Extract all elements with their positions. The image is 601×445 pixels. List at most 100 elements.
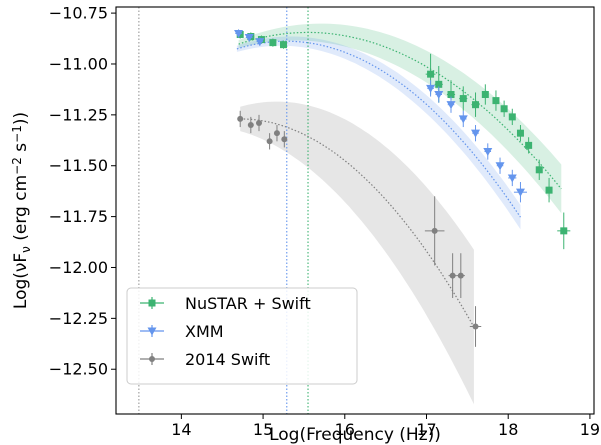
data-point-0-10 (481, 84, 489, 105)
data-point-1-10 (507, 169, 517, 187)
marker (560, 227, 568, 235)
y-axis-label-part: ν (19, 246, 33, 253)
legend-item-2: 2014 Swift (140, 350, 270, 369)
data-point-0-13 (508, 108, 516, 126)
data-point-0-17 (545, 177, 553, 203)
data-point-1-5 (446, 96, 456, 113)
data-point-0-16 (535, 159, 543, 180)
data-point-1-2 (255, 37, 265, 47)
data-point-0-15 (525, 137, 533, 154)
data-point-0-9 (471, 92, 480, 117)
y-tick-label: −12.50 (49, 360, 108, 379)
y-axis-label-part: Log( (11, 272, 31, 309)
x-tick-label: 19 (580, 420, 600, 439)
marker (434, 91, 444, 100)
legend-item-0: NuSTAR + Swift (140, 294, 311, 313)
marker (515, 188, 525, 197)
marker (458, 115, 468, 124)
data-point-2-6 (424, 196, 445, 266)
x-axis-label: Log(Frequency (Hz)) (269, 425, 441, 445)
legend-marker (149, 356, 155, 362)
legend-label: NuSTAR + Swift (185, 294, 311, 313)
model-band-1 (236, 36, 521, 230)
marker (457, 272, 464, 279)
marker (244, 34, 254, 43)
marker (516, 129, 524, 137)
marker (426, 84, 436, 93)
y-tick-label: −11.25 (49, 105, 108, 124)
data-point-1-0 (234, 29, 244, 38)
marker (449, 272, 456, 279)
marker (273, 130, 280, 137)
data-point-2-8 (456, 253, 465, 299)
legend-marker (148, 299, 156, 307)
data-point-1-1 (244, 33, 254, 43)
data-point-2-7 (448, 253, 457, 299)
x-tick-label: 16 (335, 420, 355, 439)
marker (255, 119, 262, 126)
data-point-1-4 (434, 86, 444, 103)
data-point-1-8 (483, 143, 493, 160)
y-tick-label: −11.50 (49, 156, 108, 175)
data-points (234, 29, 571, 347)
x-tick-label: 18 (498, 420, 518, 439)
y-tick-label: −11.00 (49, 54, 108, 73)
marker (507, 174, 517, 183)
data-point-0-4 (280, 40, 288, 49)
y-axis-label-part: −2 (10, 157, 24, 175)
x-axis-ticks: 14 15 16 17 18 19 (171, 414, 600, 439)
marker (471, 129, 481, 138)
data-point-0-14 (516, 125, 524, 142)
legend-box (126, 287, 358, 385)
marker (447, 91, 455, 99)
data-point-2-9 (469, 306, 482, 347)
marker (481, 91, 489, 99)
data-point-2-5 (281, 131, 288, 148)
data-point-2-3 (266, 133, 273, 150)
data-point-1-7 (471, 125, 481, 142)
marker (535, 166, 543, 174)
marker (427, 70, 435, 78)
x-tick-label: 17 (416, 420, 436, 439)
legend-label: 2014 Swift (185, 350, 270, 369)
y-axis-label-part: −1 (10, 125, 24, 143)
y-axis-label-part: )) (11, 112, 31, 125)
marker (495, 162, 505, 171)
marker (266, 138, 273, 145)
marker (280, 41, 288, 49)
data-point-1-6 (458, 110, 468, 128)
marker (446, 101, 456, 110)
vertical-reference-lines (138, 7, 309, 414)
y-tick-label: −12.25 (49, 309, 108, 328)
marker (525, 141, 533, 149)
legend: NuSTAR + Swift XMM 2014 Swift (126, 287, 358, 385)
marker (459, 95, 467, 103)
marker (237, 115, 244, 122)
data-point-2-1 (247, 116, 254, 134)
marker (545, 186, 553, 194)
x-tick-label: 15 (253, 420, 273, 439)
marker (269, 39, 277, 47)
data-point-1-9 (495, 157, 505, 174)
marker (508, 113, 516, 121)
y-axis-label-part: νF (11, 253, 31, 272)
y-axis-label-part: s (11, 143, 31, 157)
marker (492, 97, 500, 105)
y-axis-label: Log(νFν (erg cm−2 s−1)) (10, 112, 32, 309)
data-point-0-3 (269, 38, 277, 47)
legend-marker (147, 327, 157, 336)
y-axis-ticks: −10.75 −11.00 −11.25 −11.50 −11.75 −12.00 −12.… (49, 4, 116, 379)
marker (500, 105, 508, 113)
marker (281, 136, 288, 143)
data-point-2-4 (273, 125, 280, 142)
model-band-0 (238, 23, 562, 214)
legend-label: XMM (185, 322, 224, 341)
model-band-2 (240, 101, 474, 405)
y-axis-label-part: (erg cm (11, 175, 31, 246)
y-tick-label: −12.00 (49, 258, 108, 277)
marker (431, 227, 438, 234)
data-point-2-2 (255, 114, 262, 132)
data-point-1-11 (513, 182, 527, 203)
marker (255, 38, 265, 47)
